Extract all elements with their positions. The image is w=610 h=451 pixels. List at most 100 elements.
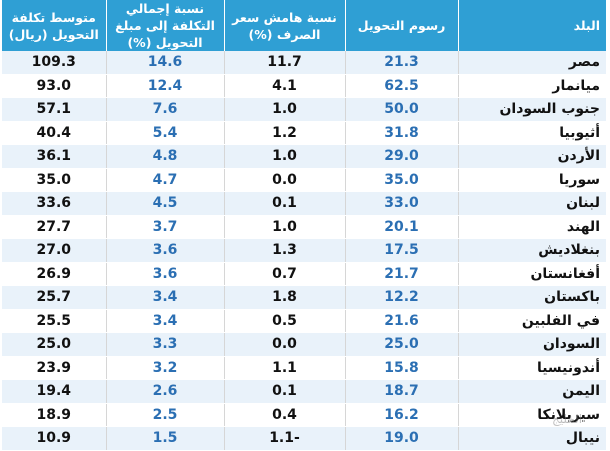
pct-cell: 14.6 <box>105 51 224 75</box>
country-cell: اليمن <box>457 379 606 404</box>
pct-cell: 1.5 <box>105 426 224 451</box>
table-row: لبنان 33.0 0.1 4.5 33.6 <box>2 191 606 216</box>
margin-cell: 1.0 <box>223 144 345 169</box>
margin-cell: 1.8 <box>223 285 345 310</box>
table-row: في الفلبين 21.6 0.5 3.4 25.5 <box>2 309 606 333</box>
avg-cell: 25.0 <box>2 332 106 357</box>
fees-cell: 33.0 <box>344 191 458 216</box>
country-cell: الأردن <box>457 144 606 169</box>
table-row: أفغانستان 21.7 0.7 3.6 26.9 <box>2 262 606 286</box>
table-row: مصر 21.3 11.7 14.6 109.3 <box>2 51 606 75</box>
avg-cell: 18.9 <box>2 403 106 427</box>
fees-cell: 29.0 <box>344 144 458 169</box>
pct-cell: 2.5 <box>105 403 224 427</box>
table-row: نيبال 19.0 -1.1 1.5 10.9 <box>2 426 606 451</box>
pct-cell: 12.4 <box>105 74 224 98</box>
avg-cell: 35.0 <box>2 168 106 192</box>
table-row: أندونيسيا 15.8 1.1 3.2 23.9 <box>2 356 606 380</box>
country-cell: سوريا <box>457 168 606 192</box>
pct-cell: 4.5 <box>105 191 224 216</box>
margin-cell: 0.0 <box>223 168 345 192</box>
header-country: البلد <box>457 0 606 51</box>
pct-cell: 3.6 <box>105 238 224 263</box>
table-row: الهند 20.1 1.0 3.7 27.7 <box>2 215 606 239</box>
avg-cell: 33.6 <box>2 191 106 216</box>
pct-cell: 3.3 <box>105 332 224 357</box>
table-row: سيريلانكا 16.2 0.4 2.5 18.9 <box>2 403 606 427</box>
fees-cell: 21.7 <box>344 262 458 286</box>
fees-cell: 18.7 <box>344 379 458 404</box>
margin-cell: 1.3 <box>223 238 345 263</box>
margin-cell: 4.1 <box>223 74 345 98</box>
country-cell: باكستان <box>457 285 606 310</box>
avg-cell: 25.7 <box>2 285 106 310</box>
country-cell: أثيوبيا <box>457 121 606 145</box>
pct-cell: 3.4 <box>105 309 224 333</box>
table-row: جنوب السودان 50.0 1.0 7.6 57.1 <box>2 97 606 122</box>
table-header-row: البلد رسوم التحويل نسبة هامش سعر الصرف (… <box>2 0 606 51</box>
table-row: باكستان 12.2 1.8 3.4 25.7 <box>2 285 606 310</box>
table-row: الأردن 29.0 1.0 4.8 36.1 <box>2 144 606 169</box>
avg-cell: 93.0 <box>2 74 106 98</box>
table-row: السودان 25.0 0.0 3.3 25.0 <box>2 332 606 357</box>
pct-cell: 7.6 <box>105 97 224 122</box>
avg-cell: 27.7 <box>2 215 106 239</box>
country-cell: في الفلبين <box>457 309 606 333</box>
fees-cell: 12.2 <box>344 285 458 310</box>
country-cell: السودان <box>457 332 606 357</box>
margin-cell: 0.0 <box>223 332 345 357</box>
margin-cell: 1.0 <box>223 97 345 122</box>
table-row: سوريا 35.0 0.0 4.7 35.0 <box>2 168 606 192</box>
country-cell: الهند <box>457 215 606 239</box>
fees-cell: 21.6 <box>344 309 458 333</box>
country-cell: أفغانستان <box>457 262 606 286</box>
pct-cell: 3.2 <box>105 356 224 380</box>
avg-cell: 19.4 <box>2 379 106 404</box>
pct-cell: 3.6 <box>105 262 224 286</box>
fees-cell: 17.5 <box>344 238 458 263</box>
header-avg: متوسط تكلفة التحويل (ريال) <box>2 0 106 51</box>
pct-cell: 3.4 <box>105 285 224 310</box>
pct-cell: 4.8 <box>105 144 224 169</box>
avg-cell: 23.9 <box>2 356 106 380</box>
pct-cell: 5.4 <box>105 121 224 145</box>
avg-cell: 26.9 <box>2 262 106 286</box>
header-fees: رسوم التحويل <box>344 0 458 51</box>
country-cell: بنغلاديش <box>457 238 606 263</box>
margin-cell: 0.1 <box>223 379 345 404</box>
newspaper-watermark: الخليج <box>552 412 583 426</box>
country-cell: ميانمار <box>457 74 606 98</box>
avg-cell: 40.4 <box>2 121 106 145</box>
fees-cell: 19.0 <box>344 426 458 451</box>
pct-cell: 3.7 <box>105 215 224 239</box>
country-cell: لبنان <box>457 191 606 216</box>
avg-cell: 57.1 <box>2 97 106 122</box>
fees-cell: 15.8 <box>344 356 458 380</box>
margin-cell: 0.7 <box>223 262 345 286</box>
margin-cell: -1.1 <box>223 426 345 451</box>
header-pct: نسبة إجمالي التكلفة إلى مبلغ التحويل (%) <box>105 0 224 51</box>
margin-cell: 0.4 <box>223 403 345 427</box>
margin-cell: 1.0 <box>223 215 345 239</box>
table-row: اليمن 18.7 0.1 2.6 19.4 <box>2 379 606 404</box>
fees-cell: 25.0 <box>344 332 458 357</box>
pct-cell: 4.7 <box>105 168 224 192</box>
fees-cell: 20.1 <box>344 215 458 239</box>
table-body: مصر 21.3 11.7 14.6 109.3 ميانمار 62.5 4.1 12.4 93… <box>2 51 606 451</box>
avg-cell: 25.5 <box>2 309 106 333</box>
table-row: ميانمار 62.5 4.1 12.4 93.0 <box>2 74 606 98</box>
table-row: أثيوبيا 31.8 1.2 5.4 40.4 <box>2 121 606 145</box>
margin-cell: 1.1 <box>223 356 345 380</box>
header-margin: نسبة هامش سعر الصرف (%) <box>223 0 345 51</box>
margin-cell: 11.7 <box>223 51 345 75</box>
avg-cell: 27.0 <box>2 238 106 263</box>
fees-cell: 35.0 <box>344 168 458 192</box>
fees-cell: 31.8 <box>344 121 458 145</box>
country-cell: سيريلانكا <box>457 403 606 427</box>
pct-cell: 2.6 <box>105 379 224 404</box>
margin-cell: 0.1 <box>223 191 345 216</box>
country-cell: أندونيسيا <box>457 356 606 380</box>
avg-cell: 36.1 <box>2 144 106 169</box>
